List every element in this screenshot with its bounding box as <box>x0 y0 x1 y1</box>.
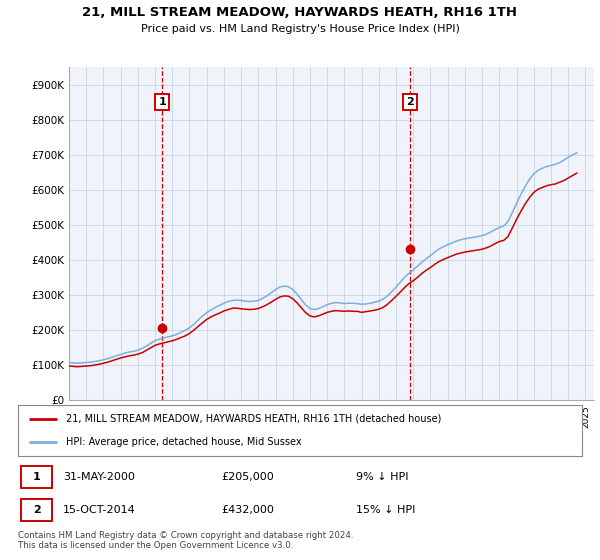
Text: 21, MILL STREAM MEADOW, HAYWARDS HEATH, RH16 1TH: 21, MILL STREAM MEADOW, HAYWARDS HEATH, … <box>83 6 517 18</box>
FancyBboxPatch shape <box>18 405 582 456</box>
Text: £432,000: £432,000 <box>221 505 274 515</box>
Text: 31-MAY-2000: 31-MAY-2000 <box>63 472 135 482</box>
Text: 15% ↓ HPI: 15% ↓ HPI <box>356 505 416 515</box>
Text: Price paid vs. HM Land Registry's House Price Index (HPI): Price paid vs. HM Land Registry's House … <box>140 24 460 34</box>
Text: 1: 1 <box>33 472 40 482</box>
FancyBboxPatch shape <box>21 465 52 488</box>
Text: HPI: Average price, detached house, Mid Sussex: HPI: Average price, detached house, Mid … <box>66 437 302 447</box>
Text: £205,000: £205,000 <box>221 472 274 482</box>
Text: 9% ↓ HPI: 9% ↓ HPI <box>356 472 409 482</box>
Text: 15-OCT-2014: 15-OCT-2014 <box>63 505 136 515</box>
Text: 2: 2 <box>33 505 40 515</box>
Text: 21, MILL STREAM MEADOW, HAYWARDS HEATH, RH16 1TH (detached house): 21, MILL STREAM MEADOW, HAYWARDS HEATH, … <box>66 414 442 424</box>
Text: 1: 1 <box>158 97 166 107</box>
Text: 2: 2 <box>406 97 413 107</box>
Text: Contains HM Land Registry data © Crown copyright and database right 2024.
This d: Contains HM Land Registry data © Crown c… <box>18 531 353 550</box>
FancyBboxPatch shape <box>21 498 52 521</box>
